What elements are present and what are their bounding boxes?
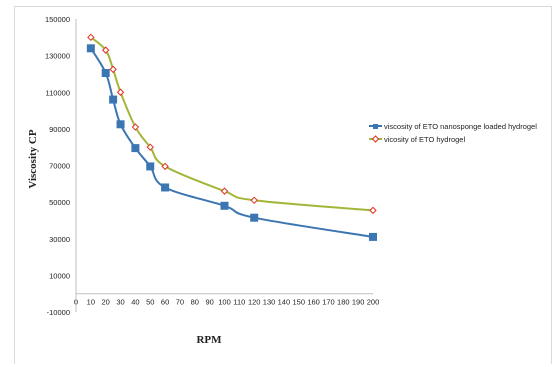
y-tick-label: 110000 [46, 88, 70, 97]
series-nanosponge [86, 44, 377, 241]
x-axis-ticks: 0102030405060708090100110120130140150160… [74, 298, 379, 307]
y-tick-label: -10000 [47, 308, 70, 317]
chart-frame [14, 6, 552, 364]
y-tick-label: 130000 [45, 52, 70, 61]
legend-label-nanosponge: viscosity of ETO nanosponge loaded hydro… [384, 122, 537, 131]
data-point-square [220, 201, 229, 210]
data-point-diamond [220, 187, 229, 195]
x-tick-label: 70 [176, 298, 184, 307]
x-tick-label: 110 [233, 298, 245, 307]
legend-marker-hydrogel [371, 135, 380, 143]
x-tick-label: 30 [116, 298, 124, 307]
x-tick-label: 160 [307, 298, 320, 307]
y-tick-label: 10000 [49, 271, 70, 280]
legend-entry-hydrogel: vicosity of ETO hydrogel [369, 135, 465, 144]
data-point-square [131, 144, 140, 153]
data-point-diamond [116, 88, 125, 96]
x-tick-label: 90 [205, 298, 213, 307]
data-point-square [161, 183, 170, 192]
x-tick-label: 120 [248, 298, 261, 307]
x-tick-label: 40 [131, 298, 139, 307]
data-point-diamond [250, 196, 258, 205]
data-point-square [86, 44, 95, 53]
legend-entry-nanosponge: viscosity of ETO nanosponge loaded hydro… [369, 122, 537, 131]
x-tick-label: 180 [337, 298, 350, 307]
x-tick-label: 200 [367, 298, 380, 307]
legend-label-hydrogel: vicosity of ETO hydrogel [384, 135, 465, 144]
y-tick-label: 50000 [49, 198, 70, 207]
x-tick-label: 140 [278, 298, 291, 307]
y-tick-label: 150000 [45, 15, 70, 24]
x-tick-label: 130 [263, 298, 276, 307]
data-point-square [369, 232, 377, 241]
x-tick-label: 60 [161, 298, 169, 307]
x-tick-label: 190 [352, 298, 365, 307]
data-point-square [116, 120, 125, 129]
x-axis-title: RPM [196, 334, 222, 346]
data-point-diamond [109, 65, 117, 74]
series-layer [86, 33, 377, 241]
y-tick-label: 30000 [49, 235, 70, 244]
data-point-diamond [87, 33, 95, 42]
data-point-square [101, 69, 110, 78]
data-point-diamond [101, 46, 110, 54]
data-point-square [146, 162, 155, 171]
x-tick-label: 100 [218, 298, 231, 307]
legend-marker-nanosponge [373, 124, 378, 129]
legend: viscosity of ETO nanosponge loaded hydro… [369, 122, 537, 144]
series-hydrogel [87, 33, 377, 215]
series-line [90, 36, 374, 212]
x-tick-label: 10 [87, 298, 95, 307]
x-tick-label: 20 [102, 298, 110, 307]
series-line [89, 47, 374, 238]
y-tick-label: 70000 [49, 162, 70, 171]
data-point-diamond [131, 123, 140, 131]
data-point-square [250, 213, 259, 222]
data-point-diamond [161, 162, 169, 171]
y-axis-ticks: 150000 130000 110000 90000 70000 50000 30000 10… [45, 15, 70, 317]
y-axis-title: Viscosity CP [27, 129, 39, 188]
data-point-square [109, 95, 118, 104]
y-tick-label: 90000 [49, 125, 70, 134]
x-tick-label: 170 [322, 298, 335, 307]
x-tick-label: 150 [292, 298, 305, 307]
data-point-diamond [146, 143, 154, 151]
x-tick-label: 50 [146, 298, 154, 307]
data-point-diamond [369, 206, 377, 215]
x-tick-label: 80 [191, 298, 199, 307]
